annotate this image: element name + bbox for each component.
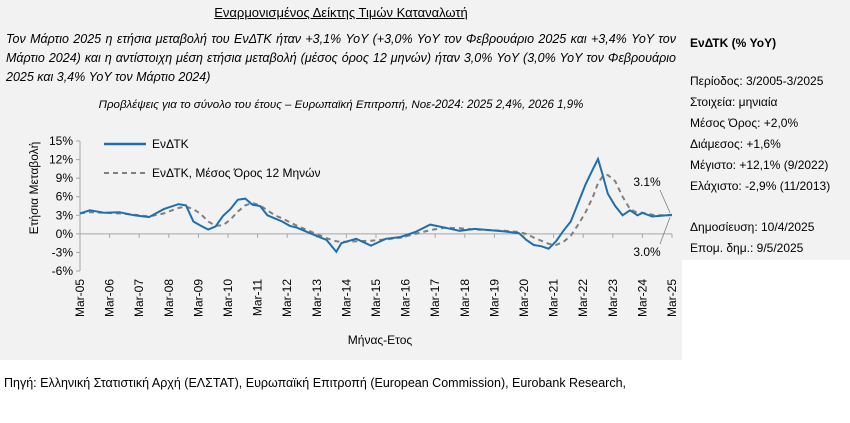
- cpi-line-chart: -6%-3%0%3%6%9%12%15% Mar-05 Mar-06 Mar-07 M…: [27, 134, 679, 347]
- x-axis-label: Μήνας-Ετος: [348, 333, 413, 347]
- stats-title: ΕνΔΤΚ (% YoY): [690, 36, 777, 50]
- x-tick-label: Mar-19: [487, 279, 501, 317]
- y-tick-label: -6%: [52, 264, 74, 278]
- page-title: Εναρμονισμένος Δείκτης Τιμών Καταναλωτή: [214, 5, 468, 20]
- x-tick-label: Mar-11: [251, 279, 265, 316]
- annotation-label-avg: 3.0%: [633, 245, 661, 259]
- summary-text: Τον Μάρτιο 2025 η ετήσια μεταβολή του Εν…: [6, 32, 676, 84]
- annotation-label-main: 3.1%: [633, 175, 661, 189]
- y-tick-label: 15%: [49, 134, 73, 148]
- stats-published: Δημοσίευση: 10/4/2025: [690, 220, 815, 234]
- x-tick-label: Mar-12: [280, 279, 294, 317]
- x-tick-label: Mar-14: [339, 279, 353, 317]
- stats-data-type: Στοιχεία: μηνιαία: [690, 95, 778, 109]
- legend-label-avg: ΕνΔΤΚ, Μέσος Όρος 12 Μηνών: [152, 166, 321, 180]
- chart-panel-background: [0, 0, 682, 360]
- x-tick-label: Mar-05: [73, 279, 87, 317]
- x-tick-label: Mar-24: [635, 279, 649, 317]
- x-tick-label: Mar-17: [428, 279, 442, 317]
- annotation-leader-main: [659, 189, 671, 213]
- y-tick-label: 9%: [56, 171, 74, 185]
- x-tick-label: Mar-21: [547, 279, 561, 317]
- source-note: Πηγή: Ελληνική Στατιστική Αρχή (ΕΛΣΤΑΤ),…: [4, 376, 627, 390]
- x-tick-label: Mar-06: [103, 279, 117, 317]
- x-tick-label: Mar-16: [399, 279, 413, 317]
- y-tick-label: 6%: [56, 190, 74, 204]
- y-tick-label: 0%: [56, 227, 74, 241]
- stats-period: Περίοδος: 3/2005-3/2025: [690, 74, 824, 88]
- x-tick-label: Mar-20: [517, 279, 531, 317]
- y-axis: -6% -3% 0% 3% 6% 9% 12% 15%: [49, 134, 81, 278]
- x-tick-label: Mar-07: [132, 279, 146, 317]
- y-tick-label: 12%: [49, 153, 73, 167]
- x-axis: Mar-05 Mar-06 Mar-07 Mar-08 Mar-09 Mar-10 Mar-…: [73, 233, 679, 317]
- legend-label-main: ΕνΔΤΚ: [152, 137, 189, 151]
- stats-median: Διάμεσος: +1,6%: [690, 137, 781, 151]
- stats-max: Μέγιστο: +12,1% (9/2022): [690, 158, 829, 172]
- y-tick-label: 3%: [56, 208, 74, 222]
- y-tick-label: -3%: [52, 245, 74, 259]
- stats-next-publication: Επομ. δημ.: 9/5/2025: [690, 241, 804, 255]
- x-tick-label: Mar-22: [576, 279, 590, 317]
- x-tick-label: Mar-25: [665, 279, 679, 317]
- stats-panel-background: [682, 0, 850, 260]
- x-tick-label: Mar-10: [221, 279, 235, 317]
- x-tick-label: Mar-13: [310, 279, 324, 317]
- series-line-12m-average: [79, 173, 672, 247]
- x-tick-label: Mar-23: [606, 279, 620, 317]
- x-tick-label: Mar-18: [458, 279, 472, 317]
- annotation-leader-avg: [659, 217, 671, 245]
- legend: ΕνΔΤΚ ΕνΔΤΚ, Μέσος Όρος 12 Μηνών: [104, 137, 321, 180]
- x-tick-label: Mar-09: [191, 279, 205, 317]
- stats-mean: Μέσος Όρος: +2,0%: [690, 116, 799, 130]
- forecast-text: Προβλέψεις για το σύνολο του έτους – Ευρ…: [98, 99, 584, 111]
- series-line-hicp: [79, 156, 673, 254]
- stats-min: Ελάχιστο: -2,9% (11/2013): [690, 179, 831, 193]
- x-tick-label: Mar-08: [162, 279, 176, 317]
- y-axis-label: Ετήσια Μεταβολή: [27, 142, 41, 235]
- x-tick-label: Mar-15: [369, 279, 383, 317]
